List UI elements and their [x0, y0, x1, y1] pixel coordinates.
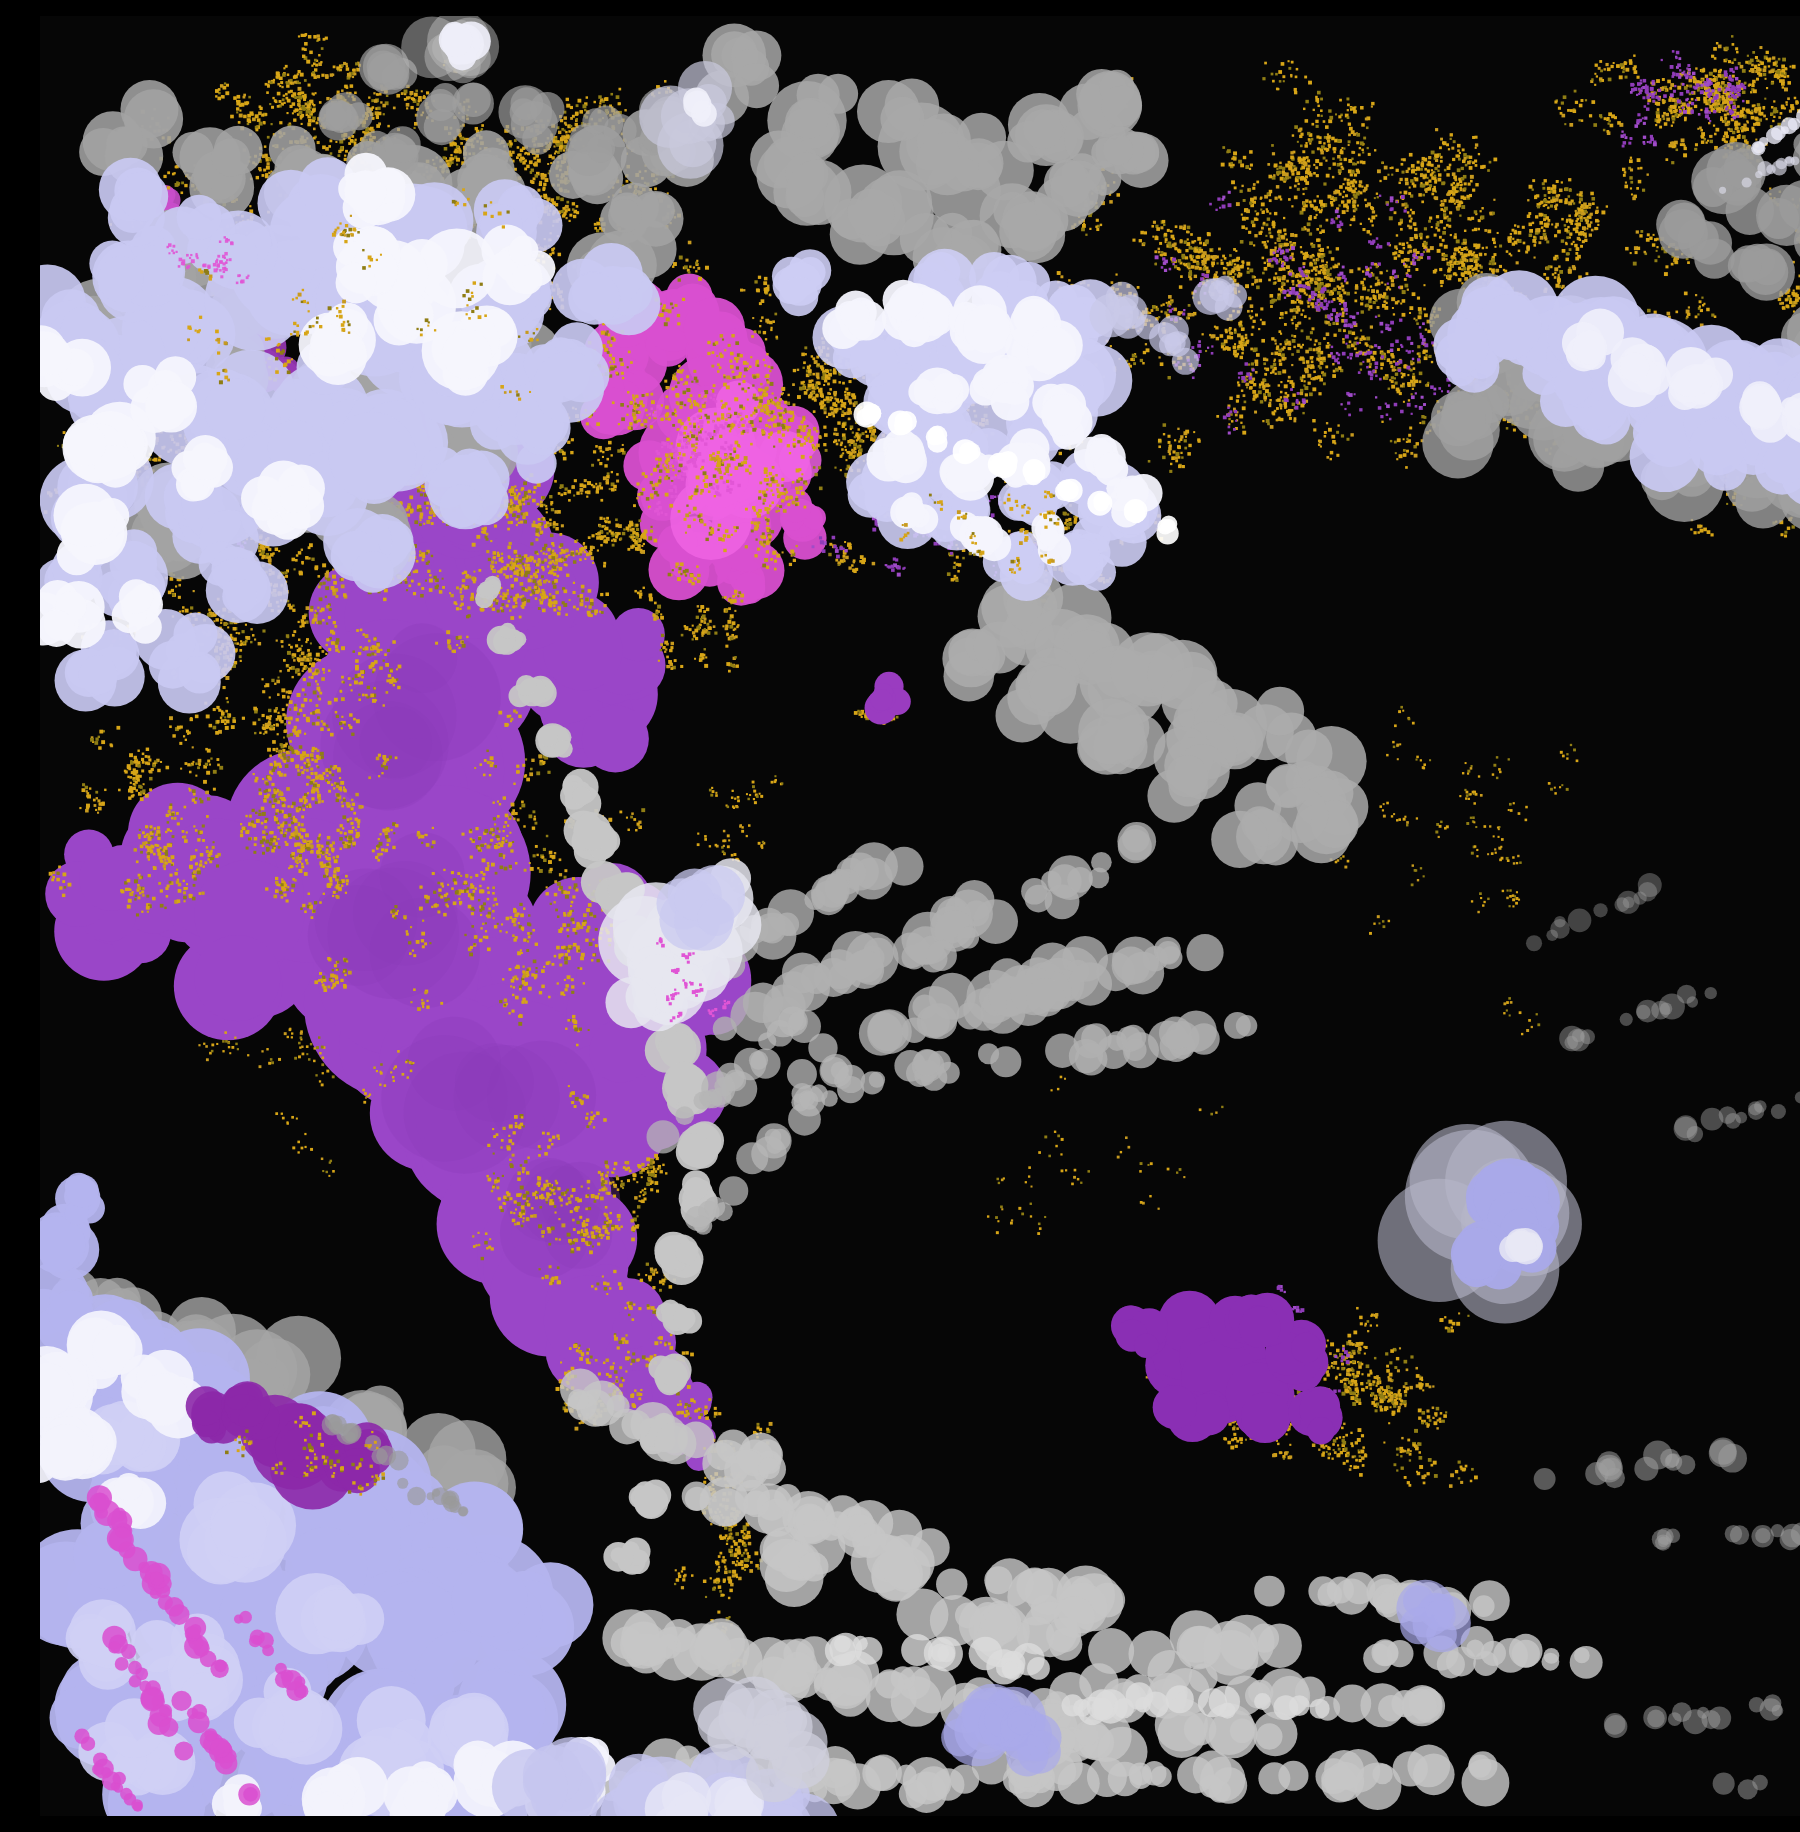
satellite-image — [40, 16, 1800, 1816]
satellite-image-canvas — [40, 16, 1800, 1816]
